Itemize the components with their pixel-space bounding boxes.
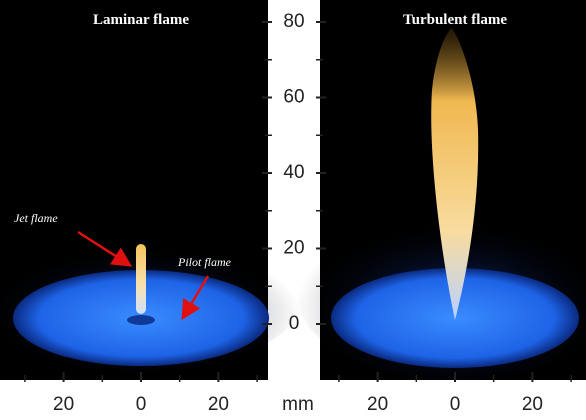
x-tick-label: 20 <box>367 394 388 415</box>
laminar-photo: Laminar flame Jet flame Pilot flame <box>0 0 301 380</box>
panel-title: Turbulent flame <box>403 12 507 28</box>
annotation: Jet flame <box>14 211 58 225</box>
x-tick-label: 20 <box>208 394 229 415</box>
unit-label: mm <box>282 394 314 415</box>
x-tick-label: 20 <box>522 394 543 415</box>
x-tick-label: 0 <box>136 394 147 415</box>
y-tick-label: 40 <box>283 162 304 183</box>
y-tick-label: 80 <box>283 11 304 32</box>
annotation: Pilot flame <box>177 255 232 269</box>
y-tick-label: 60 <box>283 87 304 108</box>
y-tick-label: 0 <box>289 313 300 334</box>
turbulent-photo: Turbulent flame <box>295 0 586 380</box>
panel-title: Laminar flame <box>93 12 189 28</box>
x-tick-label: 0 <box>450 394 461 415</box>
y-tick-label: 20 <box>283 238 304 259</box>
x-tick-label: 20 <box>53 394 74 415</box>
